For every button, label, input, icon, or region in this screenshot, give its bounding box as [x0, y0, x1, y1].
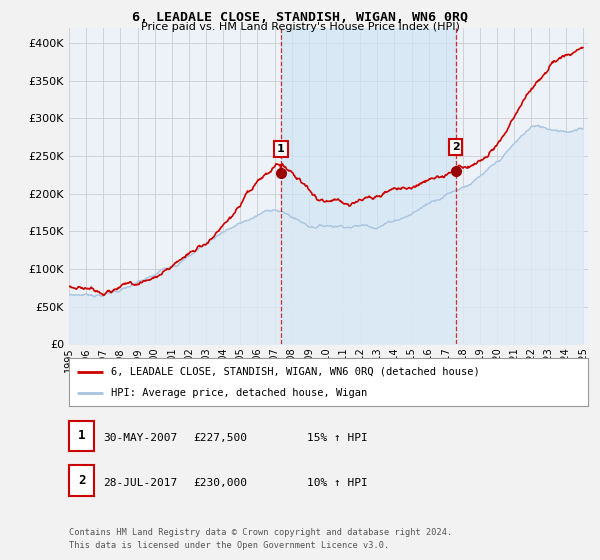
Text: Contains HM Land Registry data © Crown copyright and database right 2024.: Contains HM Land Registry data © Crown c…: [69, 528, 452, 537]
Text: 1: 1: [277, 144, 285, 154]
Text: 6, LEADALE CLOSE, STANDISH, WIGAN, WN6 0RQ: 6, LEADALE CLOSE, STANDISH, WIGAN, WN6 0…: [132, 11, 468, 24]
Text: 30-MAY-2007: 30-MAY-2007: [103, 433, 178, 443]
Text: £227,500: £227,500: [193, 433, 247, 443]
Text: 15% ↑ HPI: 15% ↑ HPI: [307, 433, 368, 443]
Text: This data is licensed under the Open Government Licence v3.0.: This data is licensed under the Open Gov…: [69, 541, 389, 550]
Text: £230,000: £230,000: [193, 478, 247, 488]
Text: HPI: Average price, detached house, Wigan: HPI: Average price, detached house, Wiga…: [110, 388, 367, 398]
Text: 28-JUL-2017: 28-JUL-2017: [103, 478, 178, 488]
Text: 2: 2: [78, 474, 85, 487]
Text: Price paid vs. HM Land Registry's House Price Index (HPI): Price paid vs. HM Land Registry's House …: [140, 22, 460, 32]
Text: 2: 2: [452, 142, 460, 152]
Text: 1: 1: [78, 429, 85, 442]
Text: 10% ↑ HPI: 10% ↑ HPI: [307, 478, 368, 488]
Bar: [281, 28, 455, 344]
Text: 6, LEADALE CLOSE, STANDISH, WIGAN, WN6 0RQ (detached house): 6, LEADALE CLOSE, STANDISH, WIGAN, WN6 0…: [110, 367, 479, 377]
